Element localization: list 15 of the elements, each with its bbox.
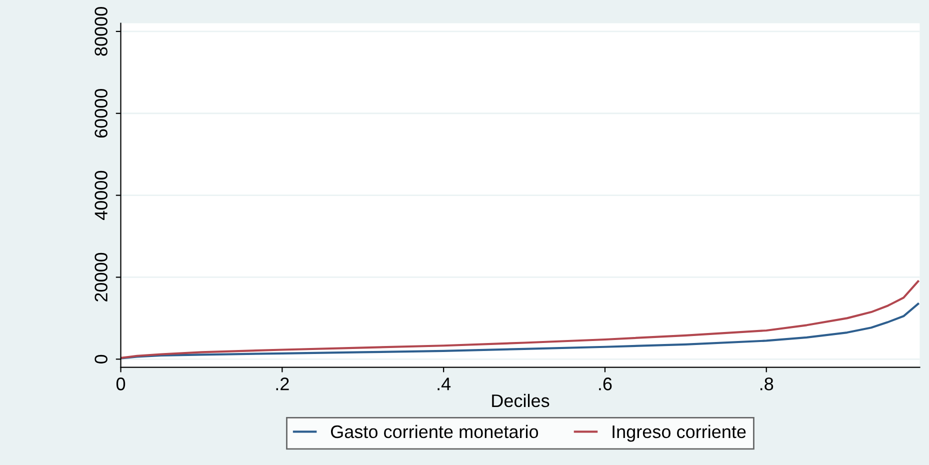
x-tick-label: .2 bbox=[276, 378, 289, 390]
y-tick-label: 60000 bbox=[94, 88, 108, 138]
y-tick-label: 20000 bbox=[94, 252, 108, 302]
y-tick-label: 0 bbox=[94, 354, 108, 364]
y-tick-label: 40000 bbox=[94, 170, 108, 220]
x-tick-label: 0 bbox=[116, 378, 126, 390]
x-tick-label: .8 bbox=[760, 378, 774, 390]
x-tick-label: .4 bbox=[438, 378, 451, 390]
legend-label: Ingreso corriente bbox=[612, 424, 746, 442]
x-axis-title: Deciles bbox=[492, 394, 550, 408]
y-tick-label: 80000 bbox=[94, 7, 108, 56]
legend-label: Gasto corriente monetario bbox=[330, 424, 538, 438]
line-series bbox=[120, 280, 920, 359]
line-series bbox=[120, 302, 920, 360]
x-tick-label: .6 bbox=[599, 378, 612, 390]
